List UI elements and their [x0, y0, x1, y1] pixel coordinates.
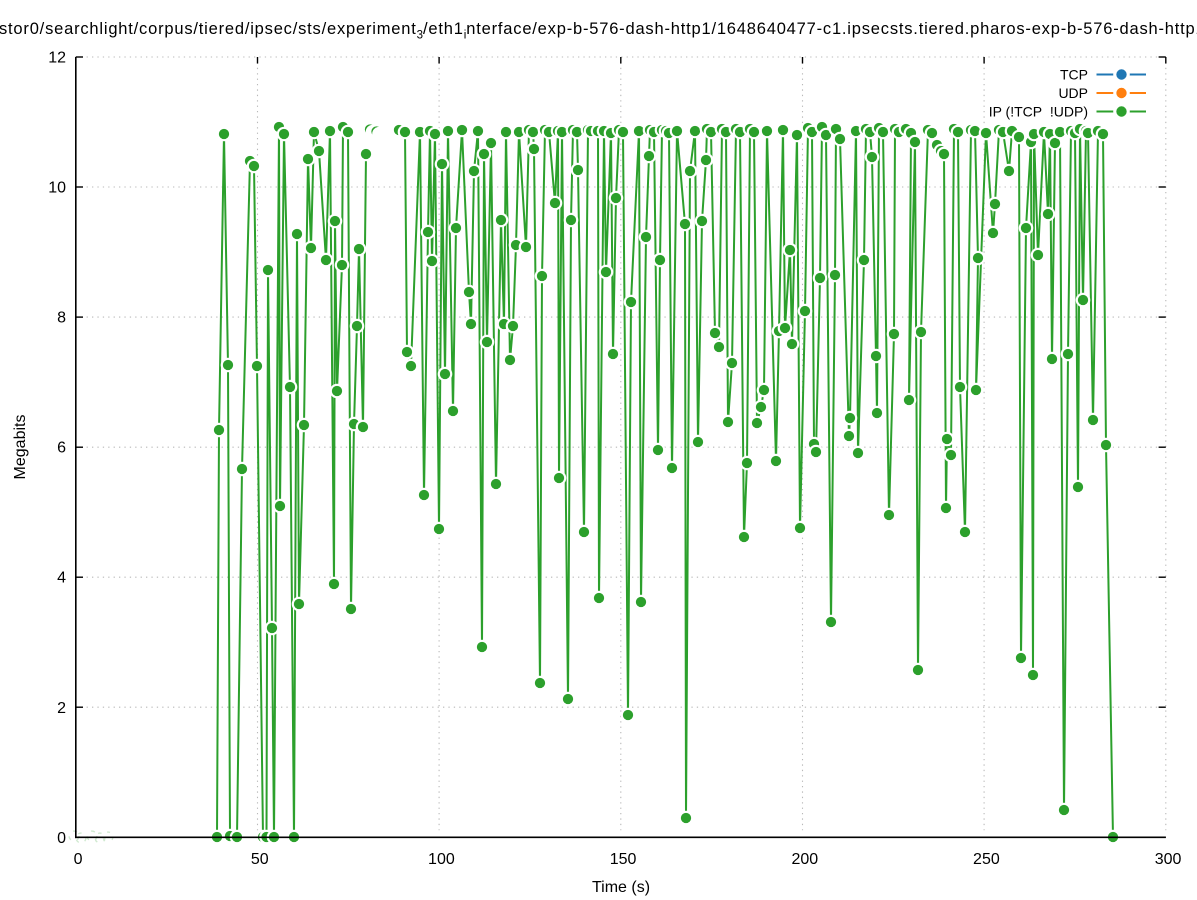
svg-text:IP (!TCP !UDP): IP (!TCP !UDP) — [989, 104, 1088, 120]
svg-text:6: 6 — [57, 440, 66, 457]
svg-text:200: 200 — [791, 851, 818, 868]
svg-text:4: 4 — [57, 570, 66, 587]
svg-text:0: 0 — [57, 830, 66, 847]
svg-text:100: 100 — [428, 851, 455, 868]
svg-text:8: 8 — [57, 310, 66, 327]
svg-text:Time (s): Time (s) — [592, 879, 650, 896]
svg-text:250: 250 — [973, 851, 1000, 868]
svg-text:150: 150 — [610, 851, 637, 868]
svg-text:2: 2 — [57, 700, 66, 717]
svg-text:0: 0 — [74, 851, 83, 868]
svg-text:10: 10 — [48, 180, 66, 197]
svg-text:12: 12 — [48, 50, 66, 67]
svg-text:300: 300 — [1155, 851, 1182, 868]
svg-text:50: 50 — [251, 851, 269, 868]
svg-text:UDP: UDP — [1058, 85, 1088, 101]
svg-text:TCP: TCP — [1060, 67, 1088, 83]
svg-text:Megabits: Megabits — [12, 415, 29, 480]
